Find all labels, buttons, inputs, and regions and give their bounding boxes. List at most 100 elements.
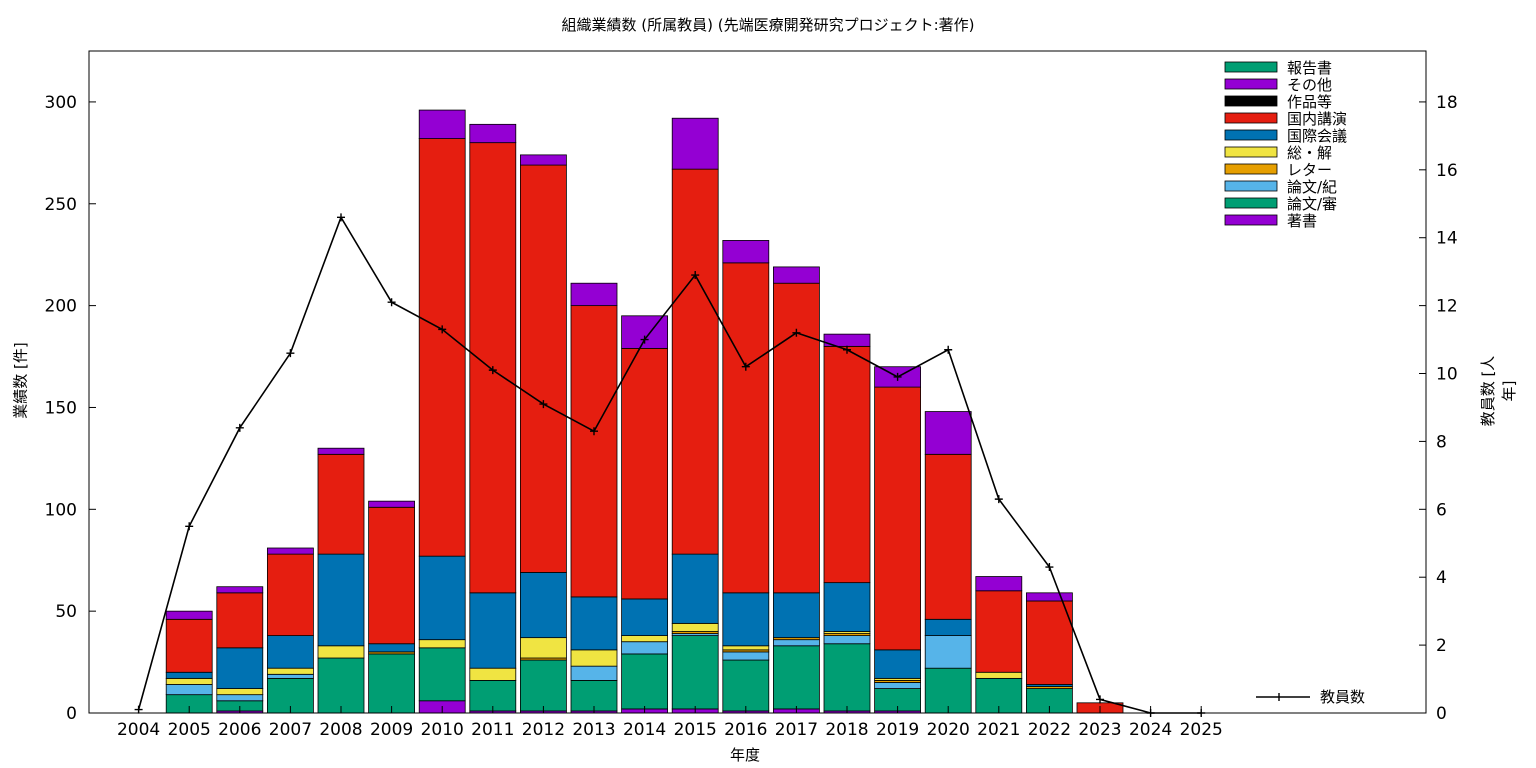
legend-swatch	[1224, 180, 1278, 192]
y2-tick-label: 10	[1436, 365, 1458, 385]
bar-segment	[317, 553, 365, 647]
line-point	[1045, 563, 1054, 572]
legend-label: 報告書	[1287, 59, 1332, 77]
bar-segment	[317, 453, 365, 555]
x-tick-label: 2019	[876, 720, 919, 740]
bar-segment	[722, 651, 770, 661]
bar-segment	[317, 645, 365, 659]
x-tick-label: 2008	[319, 720, 362, 740]
bar-segment	[216, 592, 264, 649]
x-tick-label: 2013	[572, 720, 615, 740]
legend-line-label: 教員数	[1320, 688, 1365, 706]
y2-tick-label: 18	[1436, 93, 1458, 113]
bar-segment	[570, 665, 618, 681]
y-tick-label: 200	[45, 297, 77, 317]
chart-title: 組織業績数 (所属教員) (先端医療開発研究プロジェクト:著作)	[561, 16, 975, 34]
bar-segment	[216, 586, 264, 594]
legend-label: レター	[1287, 161, 1332, 179]
bar-segment	[975, 576, 1023, 592]
legend-swatch	[1224, 146, 1278, 158]
line-point	[741, 362, 750, 371]
bar-segment	[266, 553, 314, 636]
y-tick-label: 50	[55, 602, 77, 622]
bar-segment	[165, 671, 213, 679]
bar-segment	[266, 547, 314, 555]
bar-segment	[317, 447, 365, 455]
bar-segment	[418, 138, 466, 557]
y2-tick-label: 14	[1436, 229, 1458, 249]
bar-segment	[924, 453, 972, 620]
bar-segment	[520, 637, 567, 659]
x-tick-label: 2015	[674, 720, 717, 740]
line-point	[994, 495, 1003, 504]
bar-segment	[924, 618, 972, 636]
y-tick-label: 100	[45, 500, 77, 520]
bar-segment	[671, 553, 719, 624]
x-tick-label: 2018	[825, 720, 868, 740]
bar-segment	[874, 649, 921, 679]
bar-segment	[520, 164, 567, 573]
legend-swatch	[1224, 214, 1278, 226]
bar-segment	[266, 667, 314, 675]
x-tick-label: 2006	[218, 720, 261, 740]
y2-tick-label: 16	[1436, 161, 1458, 181]
line-point	[1146, 709, 1155, 717]
bar-segment	[874, 386, 921, 651]
bar-segment	[520, 572, 567, 639]
y2-tick-label: 0	[1436, 704, 1447, 724]
y2-tick-label: 2	[1436, 636, 1447, 656]
x-tick-label: 2025	[1180, 720, 1223, 740]
x-tick-label: 2016	[724, 720, 767, 740]
bar-segment	[621, 598, 668, 636]
x-tick-label: 2024	[1129, 720, 1172, 740]
bar-segment	[165, 677, 213, 685]
line-teachers	[137, 215, 1202, 714]
bar-segment	[621, 635, 668, 643]
y2-tick-label: 6	[1436, 500, 1447, 520]
y-tick-label: 300	[45, 93, 77, 113]
x-tick-label: 2017	[775, 720, 818, 740]
line-point	[640, 335, 649, 344]
bar-segment	[722, 262, 770, 594]
x-tick-label: 2022	[1028, 720, 1071, 740]
bar-segment	[418, 639, 466, 649]
bar-segment	[368, 506, 416, 645]
y-tick-label: 0	[66, 704, 77, 724]
bar-segment	[823, 582, 871, 632]
line-point	[337, 213, 345, 222]
bar-segment	[671, 168, 719, 555]
bar-segment	[722, 645, 770, 651]
plot-frame	[88, 50, 1427, 714]
x-tick-label: 2005	[168, 720, 211, 740]
bar-segment	[874, 682, 921, 689]
y2-tick-label: 12	[1436, 297, 1458, 317]
bar-segment	[520, 154, 567, 166]
bar-segment	[1026, 592, 1073, 602]
y-tick-label: 150	[45, 398, 77, 418]
bar-segment	[165, 610, 213, 620]
x-tick-label: 2014	[623, 720, 666, 740]
bar-segment	[1026, 600, 1073, 685]
legend-label: 著書	[1287, 212, 1317, 230]
x-tick-label: 2020	[927, 720, 970, 740]
line-point	[843, 345, 851, 354]
legend-label: 論文/審	[1287, 195, 1337, 213]
bar-segment	[266, 635, 314, 669]
x-axis-label: 年度	[730, 746, 761, 764]
bar-segment	[722, 240, 770, 264]
legend-label: 国際会議	[1287, 127, 1347, 145]
bar-segment	[722, 659, 770, 712]
line-point	[539, 400, 548, 409]
bar-segment	[773, 266, 820, 284]
legend-swatch	[1224, 129, 1278, 141]
legend-label: 総・解	[1287, 144, 1332, 162]
x-tick-label: 2010	[421, 720, 464, 740]
bar-segment	[621, 347, 668, 600]
line-point	[134, 705, 143, 714]
bar-segment	[621, 641, 668, 655]
legend-swatch	[1224, 61, 1278, 73]
line-point	[590, 427, 598, 436]
legend-swatch	[1224, 112, 1278, 124]
bar-segment	[570, 305, 618, 598]
x-tick-label: 2012	[522, 720, 565, 740]
